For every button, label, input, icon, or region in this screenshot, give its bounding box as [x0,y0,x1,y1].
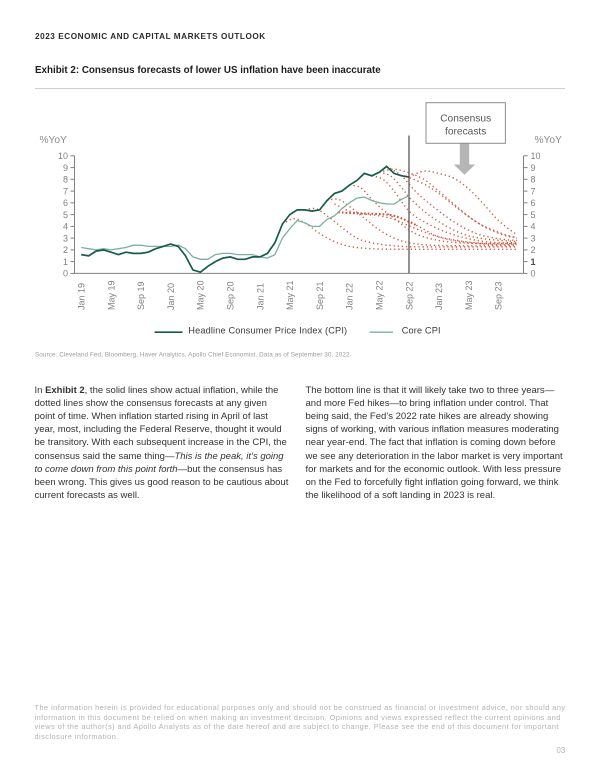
svg-text:Sep 21: Sep 21 [315,281,325,310]
svg-text:7: 7 [531,186,536,196]
svg-text:May 19: May 19 [106,280,116,310]
svg-text:10: 10 [58,151,68,161]
svg-text:0: 0 [63,269,68,279]
svg-text:3: 3 [531,233,536,243]
svg-text:Jan 20: Jan 20 [166,283,176,310]
svg-text:Jan 21: Jan 21 [255,283,265,310]
svg-text:Sep 22: Sep 22 [404,281,414,310]
svg-text:1: 1 [531,257,536,267]
svg-text:9: 9 [63,163,68,173]
svg-text:10: 10 [531,151,541,161]
svg-text:7: 7 [63,186,68,196]
svg-text:forecasts: forecasts [445,127,486,138]
svg-text:May 20: May 20 [196,280,206,310]
svg-text:3: 3 [63,233,68,243]
svg-text:8: 8 [531,175,536,185]
svg-text:Source: Cleveland Fed, Bloombe: Source: Cleveland Fed, Bloomberg, Haver … [35,352,352,359]
svg-text:5: 5 [63,210,68,220]
svg-text:%YoY: %YoY [535,135,563,146]
svg-text:Jan 23: Jan 23 [434,283,444,310]
svg-text:0: 0 [531,269,536,279]
svg-text:Consensus: Consensus [440,113,491,124]
svg-text:May 23: May 23 [464,280,474,310]
svg-text:1: 1 [63,257,68,267]
svg-text:6: 6 [531,198,536,208]
svg-text:Headline Consumer Price Index: Headline Consumer Price Index (CPI) [188,325,347,335]
svg-text:2: 2 [531,245,536,255]
svg-text:4: 4 [63,222,68,232]
svg-text:4: 4 [531,222,536,232]
svg-text:5: 5 [531,210,536,220]
svg-text:9: 9 [531,163,536,173]
svg-text:Jan 22: Jan 22 [345,283,355,310]
svg-text:6: 6 [63,198,68,208]
svg-text:May 21: May 21 [285,280,295,310]
svg-text:8: 8 [63,175,68,185]
svg-text:Core CPI: Core CPI [402,325,441,335]
svg-text:%YoY: %YoY [40,135,68,146]
svg-text:Jan 19: Jan 19 [77,283,87,310]
svg-text:May 22: May 22 [375,280,385,310]
svg-text:Sep 23: Sep 23 [494,281,504,310]
svg-text:Sep 20: Sep 20 [226,281,236,310]
svg-text:2: 2 [63,245,68,255]
svg-text:Sep 19: Sep 19 [136,281,146,310]
